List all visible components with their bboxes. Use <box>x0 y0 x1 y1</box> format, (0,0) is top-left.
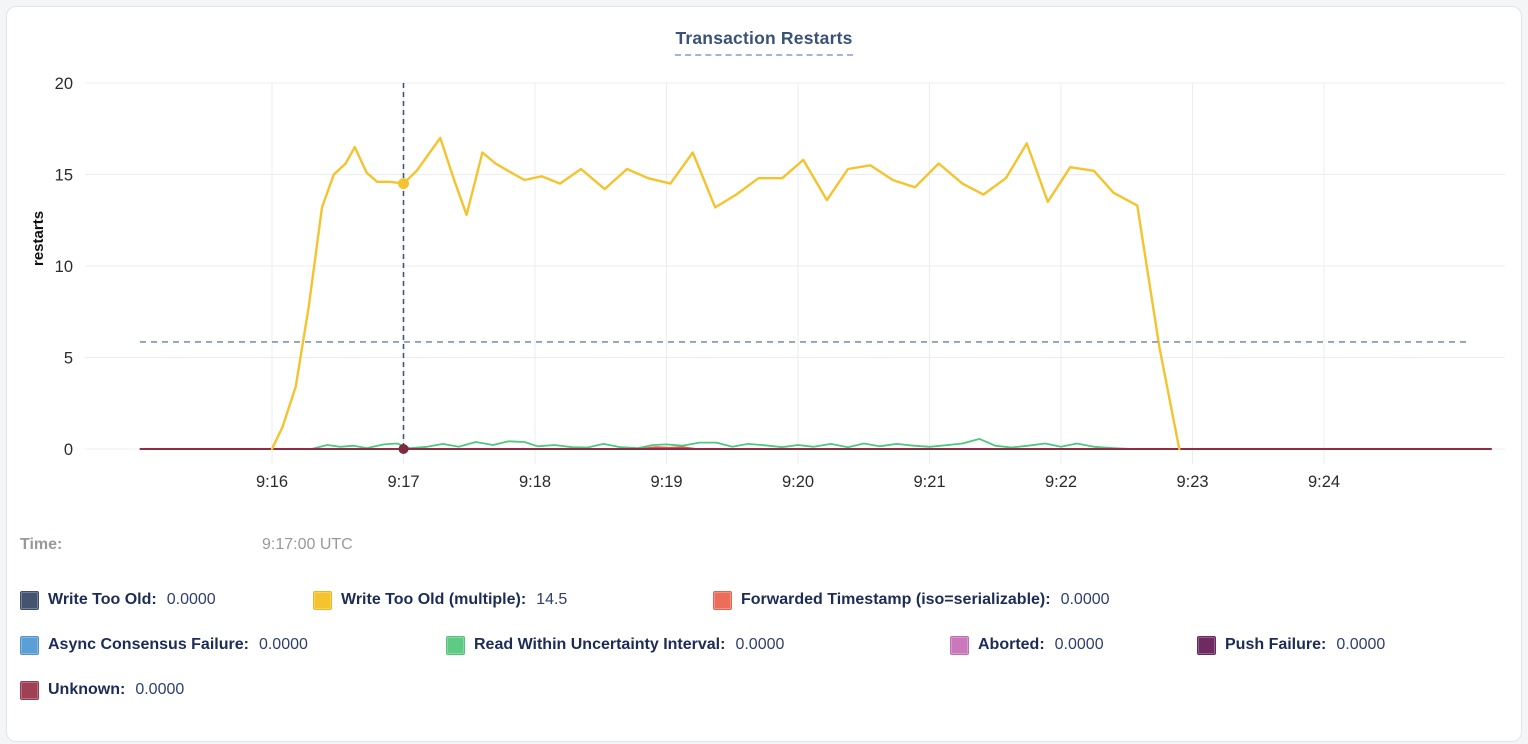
push-failure-swatch <box>1197 635 1216 655</box>
x-tick-label: 9:17 <box>387 473 419 491</box>
transaction-restarts-chart[interactable]: 0 5 10 15 20 9:16 9:17 9:18 9:19 9:20 9:21 9:22 9:23… <box>0 0 1528 520</box>
legend-label: Forwarded Timestamp (iso=serializable): <box>741 591 1051 608</box>
x-tick-label: 9:23 <box>1176 473 1208 491</box>
legend-label: Push Failure: <box>1225 636 1327 653</box>
legend-item-read-within-uncertainty: Read Within Uncertainty Interval: 0.0000 <box>446 633 784 657</box>
write-too-old-swatch <box>20 590 39 610</box>
legend-label: Unknown: <box>48 681 126 698</box>
legend-item-write-too-old: Write Too Old: 0.0000 <box>20 588 216 612</box>
legend-label: Async Consensus Failure: <box>48 636 249 653</box>
legend-value: 0.0000 <box>258 636 308 653</box>
aborted-swatch <box>950 635 969 655</box>
unknown-swatch <box>20 680 39 700</box>
hover-dot-baseline <box>398 444 409 454</box>
legend-item-forwarded-timestamp: Forwarded Timestamp (iso=serializable): … <box>713 588 1110 612</box>
y-tick-label: 15 <box>55 167 73 185</box>
chart-title-row: Transaction Restarts <box>0 28 1528 56</box>
y-tick-label: 20 <box>55 75 73 93</box>
forwarded-timestamp-swatch <box>713 590 732 610</box>
legend-label: Write Too Old (multiple): <box>341 591 527 608</box>
x-tick-label: 9:18 <box>519 473 551 491</box>
x-tick-label: 9:24 <box>1308 473 1340 491</box>
legend-value: 0.0000 <box>166 591 216 608</box>
legend-item-push-failure: Push Failure: 0.0000 <box>1197 633 1385 657</box>
legend-label: Aborted: <box>978 636 1045 653</box>
y-tick-label: 10 <box>55 258 73 276</box>
x-tick-label: 9:19 <box>650 473 682 491</box>
x-tick-label: 9:21 <box>913 473 945 491</box>
legend-item-async-consensus-failure: Async Consensus Failure: 0.0000 <box>20 633 308 657</box>
chart-card <box>6 6 1522 742</box>
y-tick-label: 5 <box>64 350 73 368</box>
time-value: 9:17:00 UTC <box>262 536 353 553</box>
read-within-uncertainty-swatch <box>446 635 465 655</box>
time-label: Time: <box>20 536 63 553</box>
legend-item-unknown: Unknown: 0.0000 <box>20 678 184 702</box>
legend-value: 0.0000 <box>1336 636 1386 653</box>
x-tick-label: 9:16 <box>256 473 288 491</box>
legend-value: 0.0000 <box>135 681 185 698</box>
legend-value: 0.0000 <box>735 636 785 653</box>
chart-title[interactable]: Transaction Restarts <box>675 28 853 56</box>
legend-value: 0.0000 <box>1054 636 1104 653</box>
legend-item-aborted: Aborted: 0.0000 <box>950 633 1104 657</box>
x-tick-label: 9:22 <box>1045 473 1077 491</box>
legend-label: Write Too Old: <box>48 591 157 608</box>
hover-time-row: Time: 9:17:00 UTC <box>0 536 1528 562</box>
legend-item-write-too-old-multiple: Write Too Old (multiple): 14.5 <box>313 588 567 612</box>
y-tick-label: 0 <box>64 441 73 459</box>
series-line-write-too-old-multiple- <box>270 136 1181 451</box>
legend-label: Read Within Uncertainty Interval: <box>474 636 726 653</box>
legend-value: 14.5 <box>536 591 568 608</box>
write-too-old-multiple-swatch <box>313 590 332 610</box>
async-consensus-failure-swatch <box>20 635 39 655</box>
series-line-read-within-uncertainty-interval <box>310 437 1135 450</box>
x-tick-label: 9:20 <box>782 473 814 491</box>
hover-dot-write-too-old-multiple <box>398 178 409 190</box>
legend-value: 0.0000 <box>1060 591 1110 608</box>
